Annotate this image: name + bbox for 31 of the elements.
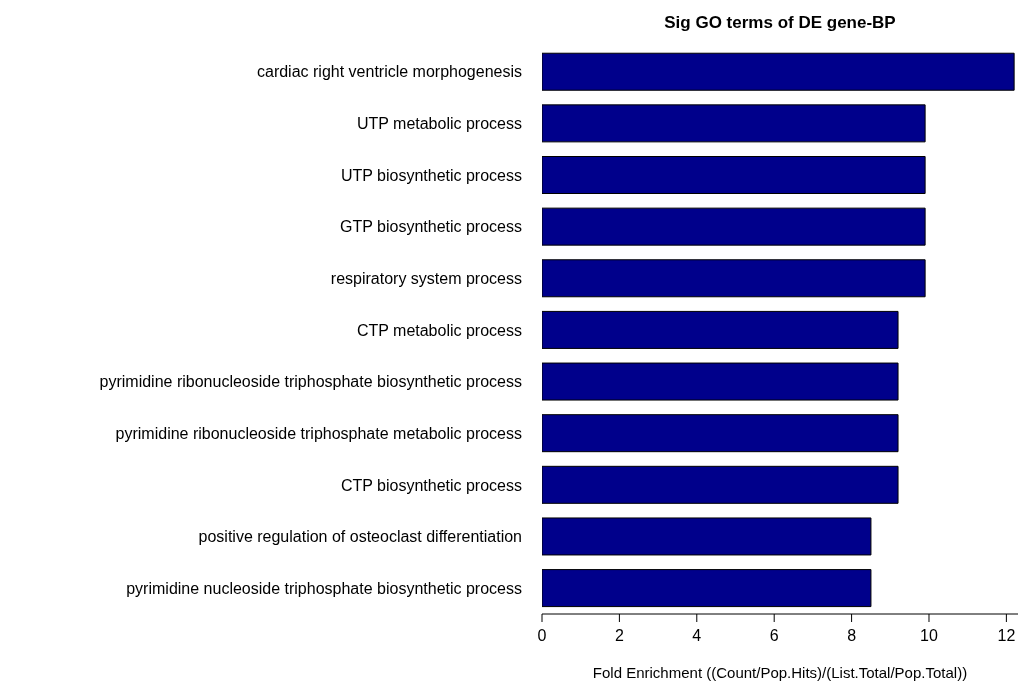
bar <box>542 259 926 298</box>
x-tick-label: 8 <box>847 627 857 645</box>
bar <box>542 310 899 349</box>
bar <box>542 52 1015 91</box>
x-axis-title: Fold Enrichment ((Count/Pop.Hits)/(List.Total/Pop.Total)) <box>592 664 968 681</box>
chart-title: Sig GO terms of DE gene-BP <box>663 12 897 34</box>
x-tick-label: 0 <box>537 627 547 645</box>
bar <box>542 362 899 401</box>
x-tick-label: 10 <box>920 627 938 645</box>
bar <box>542 414 899 453</box>
bar <box>542 207 926 246</box>
y-tick-label: GTP biosynthetic process <box>339 218 522 236</box>
y-tick-label: UTP metabolic process <box>356 115 522 133</box>
bar <box>542 465 899 504</box>
bar <box>542 517 872 556</box>
y-tick-label: CTP biosynthetic process <box>340 476 522 494</box>
y-tick-label: CTP metabolic process <box>356 321 522 339</box>
y-tick-label: cardiac right ventricle morphogenesis <box>256 63 522 81</box>
x-tick-label: 6 <box>769 627 779 645</box>
y-tick-label: UTP biosynthetic process <box>340 166 522 184</box>
y-tick-label: positive regulation of osteoclast differentiation <box>198 528 522 546</box>
bar <box>542 156 926 194</box>
y-tick-label: pyrimidine ribonucleoside triphosphate metabolic process <box>115 424 522 442</box>
bar <box>542 104 926 143</box>
y-tick-label: pyrimidine nucleoside triphosphate biosynthetic process <box>126 579 522 597</box>
x-tick-label: 12 <box>997 627 1016 645</box>
y-tick-label: respiratory system process <box>330 270 522 288</box>
x-tick-label: 2 <box>614 627 624 645</box>
bar <box>542 569 872 608</box>
y-tick-label: pyrimidine ribonucleoside triphosphate biosynthetic process <box>99 373 522 391</box>
x-tick-label: 4 <box>692 627 702 645</box>
